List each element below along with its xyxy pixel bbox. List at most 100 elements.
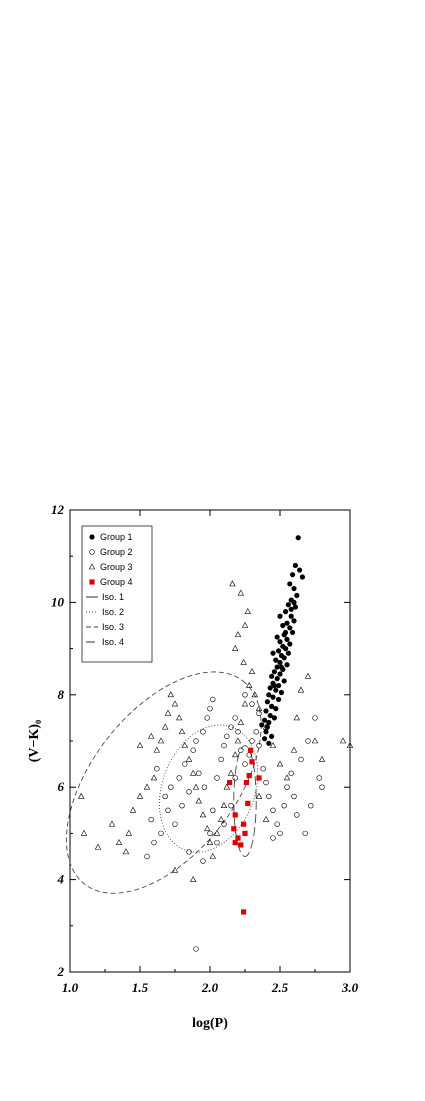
group-4-point <box>227 779 233 786</box>
y-tick-label: 2 <box>57 964 65 979</box>
isochrone-iso4 <box>233 745 257 857</box>
iso4-legend-label: Iso. 4 <box>102 637 124 647</box>
group-2-point <box>201 784 208 790</box>
isochrone-iso2 <box>159 724 259 853</box>
group-2-point <box>316 775 322 781</box>
group-1-point <box>269 733 275 739</box>
group-2-point <box>291 793 297 800</box>
group-3-point <box>125 829 133 836</box>
group-1-point <box>263 708 269 714</box>
group-3-point <box>227 769 235 776</box>
group-1-point <box>290 572 296 578</box>
group-2-point <box>228 724 234 730</box>
group-3-point <box>255 705 263 711</box>
group-3-point <box>185 755 193 762</box>
group-1-point <box>274 676 280 682</box>
group-2-point <box>193 946 199 952</box>
group-3-legend-label: Group 3 <box>100 562 133 572</box>
group-3-point <box>231 751 239 758</box>
group-3-point <box>175 714 183 721</box>
group-2-legend-label: Group 2 <box>100 547 133 557</box>
group-3-point <box>262 723 270 730</box>
group-3-point <box>206 839 214 845</box>
group-3-point <box>189 769 197 776</box>
group-4-point <box>246 773 252 779</box>
group-3-point <box>195 797 203 804</box>
group-2-point <box>224 733 230 740</box>
x-tick-label: 2.0 <box>201 980 219 995</box>
group-2-point <box>221 821 227 827</box>
group-2-point <box>266 793 272 800</box>
group-3-legend-marker <box>88 563 96 570</box>
group-1-point <box>283 646 289 652</box>
group-4-point <box>235 835 241 841</box>
group-1-point <box>287 625 293 631</box>
group-1-point <box>263 729 269 735</box>
group-1-point <box>270 694 276 700</box>
group-2-point <box>207 830 213 837</box>
group-1-legend-label: Group 1 <box>100 532 133 542</box>
group-1-point <box>285 650 291 656</box>
group-3-point <box>297 686 305 693</box>
group-1-point <box>267 685 273 691</box>
group-1-point <box>270 650 276 656</box>
group-3-point <box>77 792 85 799</box>
y-tick-label: 4 <box>57 872 65 887</box>
iso2-legend-label: Iso. 2 <box>102 607 124 617</box>
group-1-point <box>288 613 294 619</box>
y-axis-label: (V−K)₀ <box>27 720 42 763</box>
group-1-point <box>281 655 287 661</box>
group-2-point <box>218 756 224 763</box>
group-2-point <box>305 738 311 744</box>
group-1-point <box>269 703 275 709</box>
group-3-point <box>136 792 144 799</box>
group-3-point <box>94 843 102 850</box>
group-1-point <box>291 599 297 606</box>
group-2-point <box>235 729 241 735</box>
group-2-point <box>196 770 202 777</box>
group-3-point <box>178 728 186 735</box>
group-1-point <box>287 641 293 647</box>
group-2-point <box>200 729 206 735</box>
group-3-point <box>234 737 242 744</box>
group-3-point <box>192 783 200 790</box>
group-3-point <box>153 746 161 753</box>
isochrone-iso3 <box>66 671 262 894</box>
group-2-legend-marker <box>89 549 95 555</box>
group-3-point <box>213 829 221 836</box>
group-1-point <box>291 618 297 624</box>
y-tick-label: 12 <box>51 502 65 517</box>
group-2-point <box>154 766 160 772</box>
group-1-point <box>262 736 268 742</box>
group-3-point <box>161 723 169 730</box>
group-3-point <box>283 774 291 781</box>
group-3-point <box>248 668 256 675</box>
group-2-point <box>242 692 248 698</box>
group-2-point <box>200 858 206 864</box>
group-3-point <box>223 783 231 790</box>
group-2-point <box>190 747 196 753</box>
group-3-point <box>189 875 197 882</box>
group-1-point <box>294 592 300 599</box>
group-3-point <box>199 811 207 818</box>
group-2-point <box>186 849 192 855</box>
group-2-point <box>270 807 276 813</box>
group-3-point <box>318 755 326 762</box>
group-3-point <box>237 589 245 596</box>
group-4-point <box>248 747 254 753</box>
group-3-point <box>136 741 144 748</box>
group-2-point <box>308 802 314 809</box>
group-4-point <box>231 826 237 832</box>
group-2-point <box>182 761 188 767</box>
x-tick-label: 2.5 <box>271 980 289 995</box>
group-3-point <box>129 806 137 813</box>
group-2-point <box>260 766 266 772</box>
group-4-point <box>242 830 248 836</box>
y-tick-label: 6 <box>58 779 65 794</box>
group-3-point <box>209 852 217 859</box>
group-3-point <box>108 820 116 827</box>
group-2-point <box>294 812 300 818</box>
group-4-point <box>232 812 238 818</box>
group-2-point <box>256 742 262 749</box>
